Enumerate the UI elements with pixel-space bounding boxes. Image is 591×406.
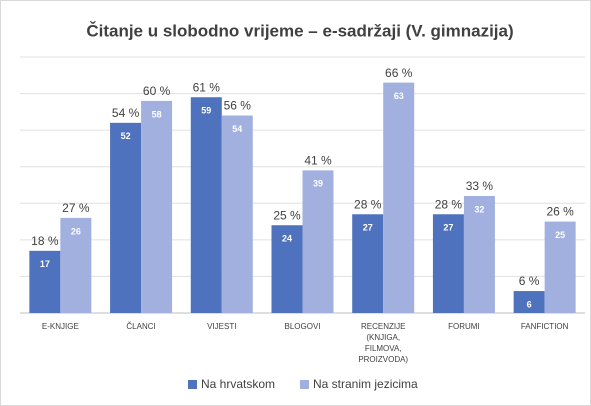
- percent-label: 54 %: [112, 106, 140, 120]
- legend-swatch: [188, 380, 197, 389]
- percent-label: 33 %: [466, 179, 494, 193]
- bar: [383, 82, 415, 313]
- bar-value-label: 63: [394, 91, 404, 101]
- x-tick-label: FANFICTION: [520, 322, 569, 331]
- percent-label: 18 %: [31, 234, 59, 248]
- legend-label: Na hrvatskom: [201, 377, 275, 391]
- legend-label: Na stranim jezicima: [313, 377, 418, 391]
- bar-value-label: 54: [232, 124, 242, 134]
- bar: [513, 291, 545, 313]
- bar-value-label: 26: [71, 226, 81, 236]
- bar: [29, 250, 61, 313]
- percent-label: 56 %: [224, 99, 252, 113]
- bar-value-label: 27: [363, 223, 373, 233]
- x-tick-label: BLOGOVI: [284, 322, 321, 331]
- bar-value-label: 25: [555, 230, 565, 240]
- percent-label: 28 %: [435, 197, 463, 211]
- bar: [271, 225, 303, 313]
- bar: [141, 100, 173, 313]
- percent-label: 61 %: [193, 80, 221, 94]
- bar: [432, 214, 464, 313]
- percent-label: 6 %: [519, 274, 540, 288]
- x-tick-label: RECENZIJE (KNJIGA, FILMOVA, PROIZVODA): [358, 322, 409, 364]
- percent-label: 41 %: [304, 154, 332, 168]
- percent-label: 25 %: [273, 208, 301, 222]
- x-tick-label: VIJESTI: [207, 322, 237, 331]
- x-tick-label: E-KNJIGE: [41, 322, 79, 331]
- bar: [302, 170, 334, 313]
- bar: [110, 122, 142, 313]
- bar-value-label: 17: [40, 259, 50, 269]
- bar: [352, 214, 384, 313]
- x-tick-label: FORUMI: [448, 322, 480, 331]
- bar: [544, 221, 576, 313]
- chart-title: Čitanje u slobodno vrijeme – e-sadržaji …: [86, 21, 513, 40]
- legend-swatch: [300, 380, 309, 389]
- bar-value-label: 39: [313, 179, 323, 189]
- bar-value-label: 6: [527, 299, 532, 309]
- percent-label: 27 %: [62, 201, 90, 215]
- bar-value-label: 32: [474, 204, 484, 214]
- bar-value-label: 27: [443, 223, 453, 233]
- percent-label: 60 %: [143, 84, 171, 98]
- bar-value-label: 59: [201, 106, 211, 116]
- bar-value-label: 24: [282, 234, 292, 244]
- bar-value-label: 52: [121, 131, 131, 141]
- bar: [60, 217, 92, 313]
- bar-value-label: 58: [152, 109, 162, 119]
- bar: [221, 115, 253, 313]
- x-tick-label: ČLANCI: [126, 322, 156, 331]
- bar: [463, 195, 495, 313]
- bar: [190, 97, 222, 313]
- percent-label: 66 %: [385, 66, 413, 80]
- percent-label: 28 %: [354, 197, 382, 211]
- percent-label: 26 %: [546, 205, 574, 219]
